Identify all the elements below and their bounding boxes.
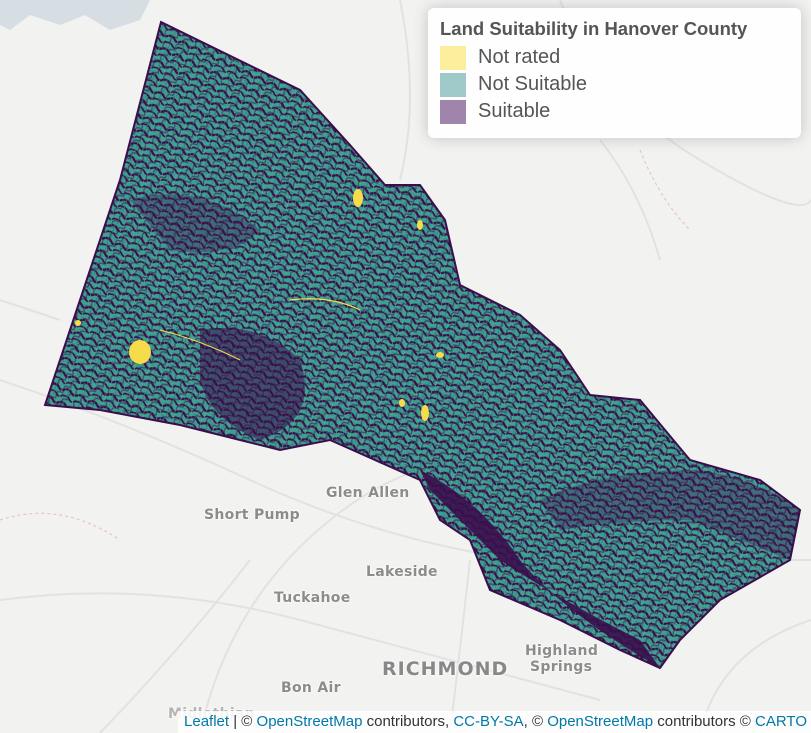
place-bon-air: Bon Air — [281, 680, 341, 696]
attribution-sep: | © — [229, 713, 257, 730]
lake-shape — [0, 0, 150, 30]
legend-item-not-suitable: Not Suitable — [440, 71, 789, 98]
carto-link[interactable]: CARTO — [755, 713, 807, 730]
not-rated-patch — [129, 340, 151, 364]
legend-item-suitable: Suitable — [440, 98, 789, 125]
place-highland-springs-line1: Highland — [525, 643, 599, 659]
legend-item-not-rated: Not rated — [440, 44, 789, 71]
place-highland-springs-line2: Springs — [530, 659, 593, 675]
legend-swatch-suitable — [440, 99, 466, 124]
leaflet-link[interactable]: Leaflet — [184, 713, 230, 730]
osm-link-2[interactable]: OpenStreetMap — [547, 713, 654, 730]
place-lakeside: Lakeside — [366, 564, 438, 580]
attribution-text: contributors © — [653, 713, 756, 730]
attribution: Leaflet | © OpenStreetMap contributors, … — [178, 711, 811, 733]
legend-swatch-not-rated — [440, 45, 466, 70]
legend-label-not-rated: Not rated — [478, 46, 561, 68]
legend: Land Suitability in Hanover County Not r… — [428, 8, 801, 138]
legend-label-suitable: Suitable — [478, 100, 551, 122]
legend-swatch-not-suitable — [440, 72, 466, 97]
place-short-pump: Short Pump — [204, 507, 300, 523]
cc-by-sa-link[interactable]: CC-BY-SA — [453, 713, 524, 730]
legend-title: Land Suitability in Hanover County — [440, 18, 748, 39]
legend-label-not-suitable: Not Suitable — [478, 73, 587, 95]
attribution-text: , © — [523, 713, 548, 730]
place-richmond: RICHMOND — [382, 658, 509, 680]
attribution-text: contributors, — [362, 713, 454, 730]
place-tuckahoe: Tuckahoe — [274, 590, 351, 606]
place-glen-allen: Glen Allen — [326, 485, 410, 501]
osm-link[interactable]: OpenStreetMap — [256, 713, 363, 730]
